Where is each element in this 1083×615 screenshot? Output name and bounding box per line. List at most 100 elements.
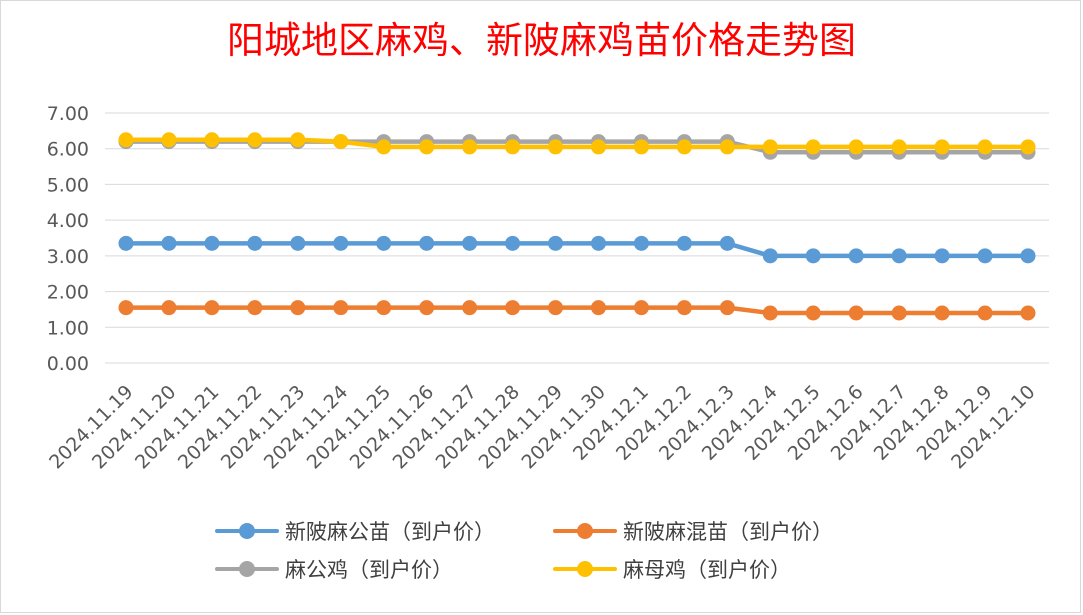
data-point — [891, 305, 907, 321]
data-point — [161, 235, 177, 251]
data-point — [333, 300, 349, 316]
data-point — [762, 248, 778, 264]
data-point — [505, 139, 521, 155]
data-point — [118, 132, 134, 148]
y-tick-label: 6.00 — [47, 139, 89, 161]
data-point — [590, 139, 606, 155]
data-point — [762, 305, 778, 321]
data-point — [161, 300, 177, 316]
data-point — [333, 134, 349, 150]
data-point — [590, 235, 606, 251]
data-point — [805, 305, 821, 321]
data-point — [676, 139, 692, 155]
legend-item: 新陂麻公苗（到户价） — [215, 514, 495, 548]
data-point — [719, 139, 735, 155]
x-axis-tick-labels: 2024.11.192024.11.202024.11.212024.11.22… — [45, 381, 1039, 473]
data-point — [633, 300, 649, 316]
series-4 — [118, 132, 1036, 155]
data-point — [719, 300, 735, 316]
data-point — [419, 300, 435, 316]
legend-swatch — [553, 521, 617, 541]
y-tick-label: 7.00 — [47, 103, 89, 125]
y-tick-label: 5.00 — [47, 174, 89, 196]
data-point — [204, 132, 220, 148]
legend-item: 新陂麻混苗（到户价） — [553, 514, 833, 548]
data-point — [934, 305, 950, 321]
data-point — [848, 305, 864, 321]
data-point — [118, 300, 134, 316]
data-point — [676, 235, 692, 251]
legend-item: 麻母鸡（到户价） — [553, 552, 791, 586]
data-point — [419, 235, 435, 251]
data-point — [161, 132, 177, 148]
y-tick-label: 4.00 — [47, 210, 89, 232]
legend-label: 麻公鸡（到户价） — [285, 558, 453, 582]
series-line — [123, 241, 1031, 259]
data-point — [505, 235, 521, 251]
data-point — [376, 300, 392, 316]
data-point — [204, 235, 220, 251]
data-point — [977, 139, 993, 155]
legend-swatch-marker — [239, 523, 255, 539]
data-point — [977, 305, 993, 321]
series-lines — [118, 132, 1036, 321]
data-point — [419, 139, 435, 155]
data-point — [891, 248, 907, 264]
data-point — [1020, 139, 1036, 155]
data-point — [848, 248, 864, 264]
data-point — [762, 139, 778, 155]
series-line — [123, 305, 1031, 316]
y-tick-label: 1.00 — [47, 317, 89, 339]
series-1 — [118, 235, 1036, 264]
series-line — [123, 137, 1031, 150]
y-tick-label: 0.00 — [47, 353, 89, 375]
data-point — [247, 300, 263, 316]
data-point — [462, 139, 478, 155]
data-point — [934, 248, 950, 264]
data-point — [204, 300, 220, 316]
data-point — [891, 139, 907, 155]
legend-swatch-marker — [239, 561, 255, 577]
data-point — [376, 235, 392, 251]
data-point — [590, 300, 606, 316]
data-point — [247, 235, 263, 251]
data-point — [548, 235, 564, 251]
legend-label: 新陂麻公苗（到户价） — [285, 520, 495, 544]
data-point — [462, 300, 478, 316]
data-point — [1020, 305, 1036, 321]
data-point — [548, 139, 564, 155]
legend-label: 新陂麻混苗（到户价） — [623, 520, 833, 544]
data-point — [247, 132, 263, 148]
legend-swatch-marker — [577, 561, 593, 577]
data-point — [934, 139, 950, 155]
data-point — [633, 139, 649, 155]
data-point — [848, 139, 864, 155]
data-point — [376, 139, 392, 155]
data-point — [805, 248, 821, 264]
data-point — [290, 132, 306, 148]
data-point — [805, 139, 821, 155]
y-tick-label: 2.00 — [47, 282, 89, 304]
legend-label: 麻母鸡（到户价） — [623, 558, 791, 582]
data-point — [333, 235, 349, 251]
data-point — [676, 300, 692, 316]
data-point — [462, 235, 478, 251]
legend-swatch-marker — [577, 523, 593, 539]
legend-swatch — [215, 521, 279, 541]
y-axis-tick-labels: 0.00 1.00 2.00 3.00 4.00 5.00 6.00 7.00 — [47, 103, 89, 375]
data-point — [1020, 248, 1036, 264]
chart-title: 阳城地区麻鸡、新陂麻鸡苗价格走势图 — [227, 19, 856, 62]
legend-swatch — [215, 559, 279, 579]
series-2 — [118, 300, 1036, 321]
data-point — [719, 235, 735, 251]
data-point — [548, 300, 564, 316]
data-point — [977, 248, 993, 264]
data-point — [118, 235, 134, 251]
data-point — [505, 300, 521, 316]
y-tick-label: 3.00 — [47, 246, 89, 268]
legend-swatch — [553, 559, 617, 579]
data-point — [290, 300, 306, 316]
data-point — [633, 235, 649, 251]
